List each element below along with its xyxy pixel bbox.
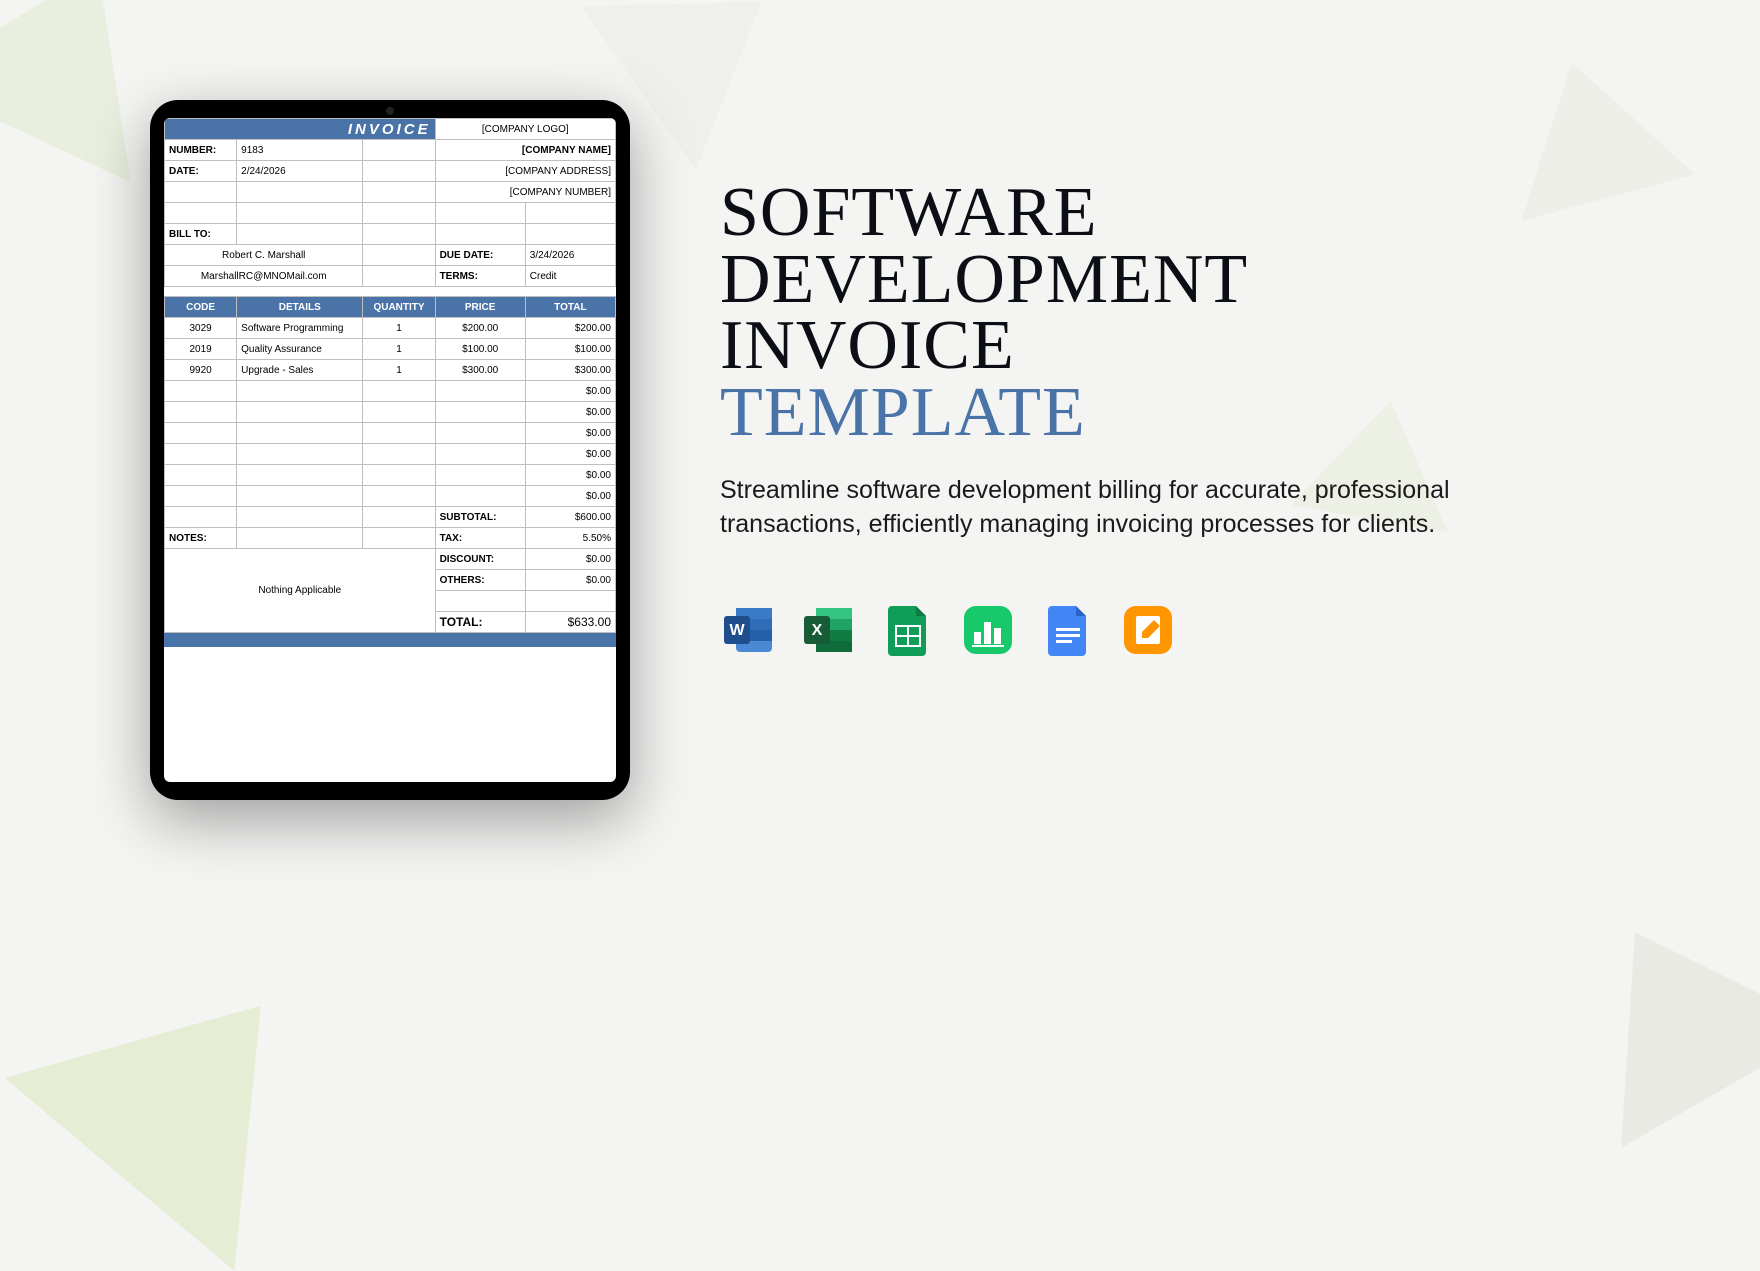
number-label: NUMBER: [165, 140, 237, 161]
sheets-icon[interactable] [880, 602, 936, 658]
line-item-row: 2019Quality Assurance1$100.00$100.00 [165, 339, 616, 360]
headline-block: SOFTWARE DEVELOPMENT INVOICE TEMPLATE St… [720, 180, 1580, 658]
svg-text:W: W [729, 622, 745, 639]
bill-name: Robert C. Marshall [165, 245, 363, 266]
notes-label: NOTES: [165, 528, 237, 549]
excel-icon[interactable]: X [800, 602, 856, 658]
duedate-label: DUE DATE: [435, 245, 525, 266]
empty-row: $0.00 [165, 444, 616, 465]
empty-row: $0.00 [165, 486, 616, 507]
terms-label: TERMS: [435, 266, 525, 287]
date-label: DATE: [165, 161, 237, 182]
title-line-3: INVOICE [720, 313, 1580, 380]
empty-row: $0.00 [165, 402, 616, 423]
company-name: [COMPANY NAME] [435, 140, 615, 161]
total-value: $633.00 [525, 612, 615, 633]
cell-total: $200.00 [525, 318, 615, 339]
company-logo-placeholder: [COMPANY LOGO] [435, 119, 615, 140]
docs-icon[interactable] [1040, 602, 1096, 658]
bg-triangle [1531, 872, 1760, 1148]
subtotal-value: $600.00 [525, 507, 615, 528]
invoice-banner: INVOICE [165, 119, 436, 140]
numbers-icon[interactable] [960, 602, 1016, 658]
invoice-footer-bar [165, 633, 616, 647]
cell-details: Quality Assurance [237, 339, 363, 360]
word-icon[interactable]: W [720, 602, 776, 658]
cell-code: 2019 [165, 339, 237, 360]
bg-triangle [4, 909, 375, 1270]
total-label: TOTAL: [435, 612, 525, 633]
cell-details: Software Programming [237, 318, 363, 339]
cell-total-empty: $0.00 [525, 444, 615, 465]
cell-details: Upgrade - Sales [237, 360, 363, 381]
cell-total: $100.00 [525, 339, 615, 360]
bill-email: MarshallRC@MNOMail.com [165, 266, 363, 287]
description-text: Streamline software development billing … [720, 474, 1460, 542]
tablet-screen: INVOICE [COMPANY LOGO] NUMBER: 9183 [COM… [164, 118, 616, 782]
line-item-row: 3029Software Programming1$200.00$200.00 [165, 318, 616, 339]
number-value: 9183 [237, 140, 363, 161]
cell-total-empty: $0.00 [525, 381, 615, 402]
title-line-4: TEMPLATE [720, 380, 1580, 447]
cell-qty: 1 [363, 318, 435, 339]
date-value: 2/24/2026 [237, 161, 363, 182]
col-details: DETAILS [237, 297, 363, 318]
discount-label: DISCOUNT: [435, 549, 525, 570]
company-number: [COMPANY NUMBER] [435, 182, 615, 203]
col-total: TOTAL [525, 297, 615, 318]
cell-total-empty: $0.00 [525, 465, 615, 486]
app-icon-row: W X [720, 602, 1580, 658]
cell-total-empty: $0.00 [525, 402, 615, 423]
cell-price: $200.00 [435, 318, 525, 339]
tax-value: 5.50% [525, 528, 615, 549]
subtotal-label: SUBTOTAL: [435, 507, 525, 528]
tablet-camera [386, 107, 394, 115]
terms-value: Credit [525, 266, 615, 287]
col-code: CODE [165, 297, 237, 318]
duedate-value: 3/24/2026 [525, 245, 615, 266]
notes-text: Nothing Applicable [165, 549, 436, 633]
tax-label: TAX: [435, 528, 525, 549]
tablet-frame: INVOICE [COMPANY LOGO] NUMBER: 9183 [COM… [150, 100, 630, 800]
cell-code: 3029 [165, 318, 237, 339]
svg-text:X: X [812, 622, 823, 639]
empty-row: $0.00 [165, 423, 616, 444]
billto-label: BILL TO: [165, 224, 237, 245]
cell-total-empty: $0.00 [525, 486, 615, 507]
cell-price: $100.00 [435, 339, 525, 360]
cell-total: $300.00 [525, 360, 615, 381]
cell-qty: 1 [363, 360, 435, 381]
discount-value: $0.00 [525, 549, 615, 570]
col-quantity: QUANTITY [363, 297, 435, 318]
cell-total-empty: $0.00 [525, 423, 615, 444]
title-line-1: SOFTWARE [720, 180, 1580, 247]
cell-qty: 1 [363, 339, 435, 360]
company-address: [COMPANY ADDRESS] [435, 161, 615, 182]
line-item-row: 9920Upgrade - Sales1$300.00$300.00 [165, 360, 616, 381]
empty-row: $0.00 [165, 381, 616, 402]
invoice-document: INVOICE [COMPANY LOGO] NUMBER: 9183 [COM… [164, 118, 616, 647]
others-value: $0.00 [525, 570, 615, 591]
cell-code: 9920 [165, 360, 237, 381]
others-label: OTHERS: [435, 570, 525, 591]
col-price: PRICE [435, 297, 525, 318]
pages-icon[interactable] [1120, 602, 1176, 658]
cell-price: $300.00 [435, 360, 525, 381]
title-line-2: DEVELOPMENT [720, 247, 1580, 314]
empty-row: $0.00 [165, 465, 616, 486]
